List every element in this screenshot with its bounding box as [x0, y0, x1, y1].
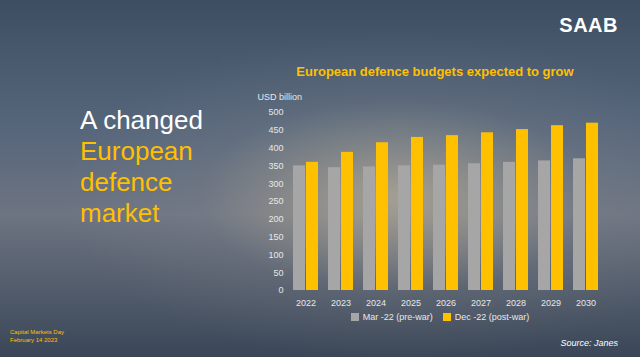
svg-text:2027: 2027: [471, 298, 491, 308]
svg-text:2026: 2026: [436, 298, 456, 308]
svg-text:100: 100: [268, 250, 283, 260]
svg-text:500: 500: [268, 107, 283, 117]
svg-text:2022: 2022: [296, 298, 316, 308]
html-text:Source: Janes: Source: Janes: [560, 338, 618, 348]
svg-text:450: 450: [268, 125, 283, 135]
svg-text:400: 400: [268, 143, 283, 153]
html-text:European defence budgets expec: European defence budgets expected to gro…: [296, 64, 574, 79]
svg-text:2024: 2024: [366, 298, 386, 308]
svg-text:150: 150: [268, 232, 283, 242]
html-text:SAAB: SAAB: [559, 14, 618, 36]
svg-text:350: 350: [268, 161, 283, 171]
svg-text:2025: 2025: [401, 298, 421, 308]
svg-text:300: 300: [268, 179, 283, 189]
svg-text:2023: 2023: [331, 298, 351, 308]
html-text:European: European: [80, 136, 193, 166]
html-text:Dec -22 (post-war): Dec -22 (post-war): [454, 312, 530, 322]
html-text:defence: defence: [80, 167, 173, 197]
html-text:Mar -22 (pre-war): Mar -22 (pre-war): [362, 312, 433, 322]
svg-text:2029: 2029: [541, 298, 561, 308]
svg-text:0: 0: [278, 285, 283, 295]
svg-text:2030: 2030: [576, 298, 596, 308]
html-text:A changed: A changed: [80, 105, 203, 135]
svg-text:200: 200: [268, 214, 283, 224]
html-text:Capital Markets Day: Capital Markets Day: [10, 329, 64, 335]
svg-text:250: 250: [268, 196, 283, 206]
svg-text:2028: 2028: [506, 298, 526, 308]
svg-text:50: 50: [273, 268, 283, 278]
html-text:market: market: [80, 198, 160, 228]
html-text:February 14 2023: February 14 2023: [10, 337, 58, 343]
svg-text:USD billion: USD billion: [258, 92, 303, 102]
